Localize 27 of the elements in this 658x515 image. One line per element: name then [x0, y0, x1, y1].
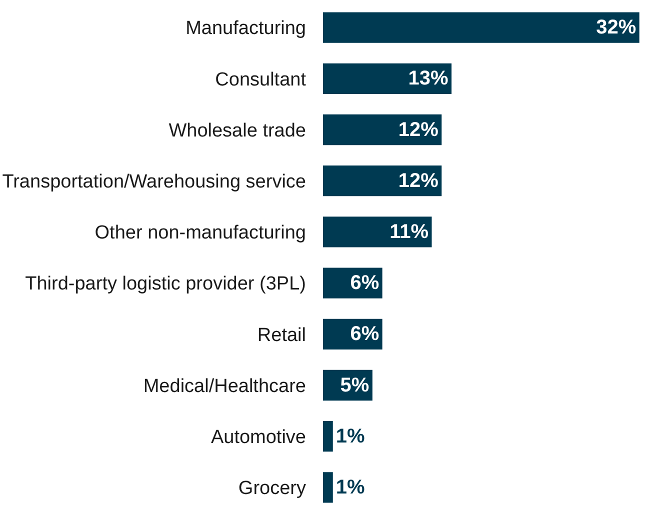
- data-label: 5%: [340, 374, 370, 396]
- bar: [323, 421, 333, 452]
- bar: [323, 216, 432, 248]
- bar: [323, 63, 452, 94]
- data-label: 13%: [408, 68, 449, 90]
- data-label: 12%: [398, 118, 439, 141]
- y-tick-label: Automotive: [210, 427, 306, 448]
- y-tick-label: Consultant: [215, 69, 307, 90]
- y-tick-label: Manufacturing: [186, 18, 306, 40]
- bar: [323, 166, 442, 196]
- y-tick-label: Transportation/Warehousing service: [2, 172, 306, 192]
- y-tick-label: Grocery: [238, 478, 306, 500]
- bar: [323, 12, 640, 43]
- data-label: 6%: [350, 272, 380, 294]
- y-tick-label: Retail: [257, 324, 306, 346]
- y-tick-label: Wholesale trade: [168, 120, 306, 142]
- y-tick-label: Other non-manufacturing: [94, 222, 306, 244]
- data-label: 1%: [336, 425, 366, 448]
- bar: [323, 472, 333, 503]
- data-label: 1%: [336, 476, 366, 498]
- data-label: 32%: [596, 16, 636, 39]
- data-label: 11%: [390, 220, 429, 243]
- bar: [323, 114, 442, 146]
- y-tick-label: Medical/Healthcare: [143, 376, 306, 397]
- data-label: 12%: [398, 170, 439, 192]
- data-label: 6%: [350, 323, 380, 346]
- y-tick-label: Third-party logistic provider (3PL): [25, 274, 306, 295]
